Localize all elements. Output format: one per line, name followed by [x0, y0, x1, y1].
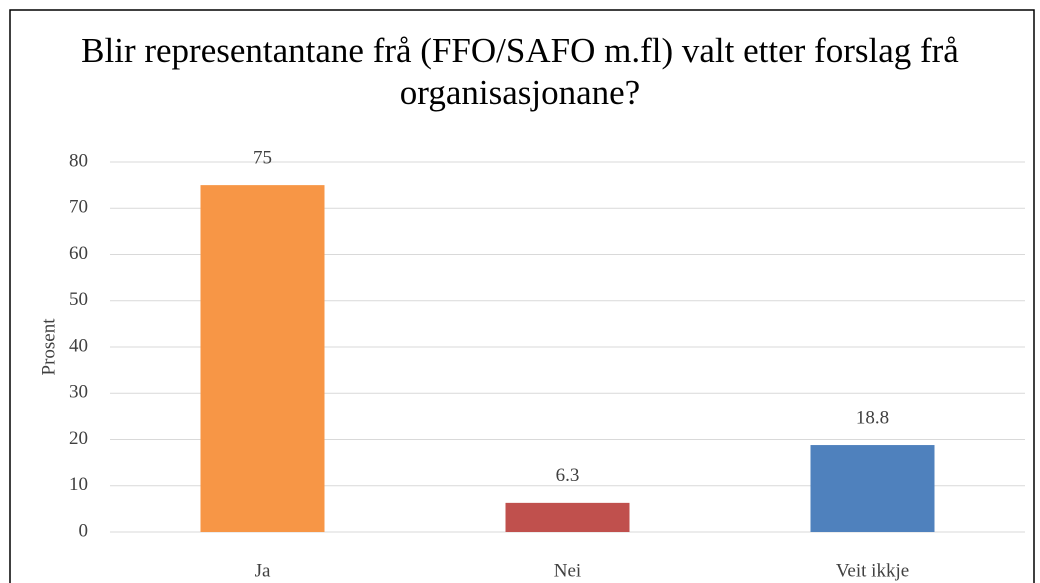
y-tick-label: 30: [69, 382, 88, 403]
bar: [505, 502, 630, 532]
chart-title: Blir representantane frå (FFO/SAFO m.fl)…: [81, 31, 959, 112]
y-tick-label: 0: [79, 520, 89, 541]
chart-border: [9, 9, 1035, 583]
x-tick-label: Veit ikkje: [836, 560, 909, 581]
bar: [200, 185, 325, 532]
y-tick-label: 20: [69, 428, 88, 449]
bar: [810, 445, 935, 532]
data-label: 6.3: [556, 465, 580, 486]
x-tick-label: Nei: [554, 560, 581, 581]
y-tick-label: 50: [69, 289, 88, 310]
data-label: 18.8: [856, 407, 889, 428]
y-tick-label: 70: [69, 197, 88, 218]
y-axis-label: Prosent: [38, 318, 59, 376]
y-tick-label: 10: [69, 474, 88, 495]
y-tick-label: 60: [69, 243, 88, 264]
x-tick-label: Ja: [255, 560, 271, 581]
data-label: 75: [253, 147, 272, 168]
y-tick-label: 40: [69, 335, 88, 356]
y-tick-label: 80: [69, 150, 88, 171]
